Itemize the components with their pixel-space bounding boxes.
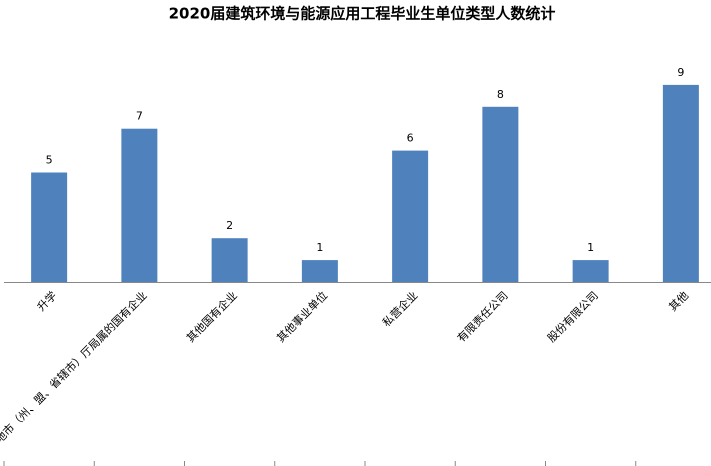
data-label: 9 bbox=[677, 66, 684, 79]
data-label: 2 bbox=[226, 219, 233, 232]
x-tick-label: 其他 bbox=[666, 289, 691, 314]
data-label: 6 bbox=[407, 132, 414, 145]
x-tick-label: 私营企业 bbox=[379, 288, 420, 329]
bar bbox=[662, 84, 699, 283]
data-label: 1 bbox=[587, 241, 594, 254]
bar bbox=[31, 172, 68, 282]
data-label: 1 bbox=[316, 241, 323, 254]
bar bbox=[572, 260, 609, 282]
data-label: 7 bbox=[136, 110, 143, 123]
bar bbox=[211, 238, 248, 282]
bar bbox=[482, 106, 519, 282]
bar bbox=[301, 260, 338, 282]
bar bbox=[392, 150, 429, 282]
x-tick-label: 地市（州、盟、省辖市）厅局属的国有企业 bbox=[0, 288, 150, 446]
data-label: 8 bbox=[497, 88, 504, 101]
x-tick-label: 升学 bbox=[34, 288, 59, 313]
chart-title: 2020届建筑环境与能源应用工程毕业生单位类型人数统计 bbox=[169, 5, 556, 23]
x-tick-label: 其他国有企业 bbox=[183, 288, 240, 345]
bar bbox=[121, 128, 158, 282]
data-label: 5 bbox=[46, 154, 53, 167]
x-tick-label: 其他事业单位 bbox=[274, 288, 331, 345]
x-tick-label: 有限责任公司 bbox=[454, 288, 511, 345]
x-tick-label: 股份有限公司 bbox=[544, 288, 601, 345]
